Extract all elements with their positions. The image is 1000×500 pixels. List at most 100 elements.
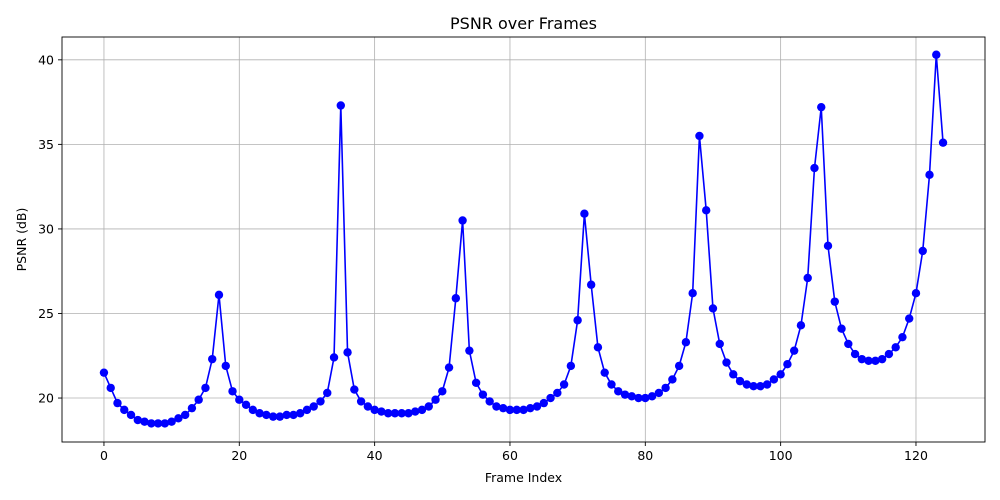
data-point <box>783 360 792 369</box>
data-point <box>620 390 630 399</box>
data-point <box>641 393 650 403</box>
data-point <box>370 405 379 415</box>
data-point <box>302 405 312 415</box>
data-point <box>289 410 298 420</box>
data-point <box>593 343 603 352</box>
data-point <box>810 163 819 173</box>
data-point <box>235 395 244 404</box>
y-tick-label: 20 <box>38 391 54 406</box>
data-point <box>532 402 542 411</box>
data-point <box>167 417 176 426</box>
data-point <box>932 50 941 59</box>
data-point <box>492 402 501 411</box>
x-tick-label: 0 <box>100 448 108 463</box>
data-point <box>830 297 839 306</box>
data-point <box>174 414 183 423</box>
data-point <box>262 410 271 420</box>
data-point <box>526 403 535 413</box>
data-point <box>708 304 718 313</box>
data-point <box>654 388 664 398</box>
data-point <box>356 397 366 406</box>
data-point <box>431 395 440 404</box>
data-point <box>837 324 846 333</box>
data-point <box>844 339 853 349</box>
chart-title: PSNR over Frames <box>450 14 597 33</box>
data-point <box>404 409 413 418</box>
y-tick-label: 40 <box>38 52 54 67</box>
data-point <box>512 405 521 415</box>
data-point <box>803 273 812 283</box>
data-point <box>485 397 494 406</box>
data-point <box>336 101 345 110</box>
data-point <box>715 339 724 349</box>
data-point <box>120 405 129 415</box>
grid <box>62 37 985 442</box>
data-point <box>817 102 826 112</box>
data-point <box>228 387 237 396</box>
data-point <box>580 209 589 218</box>
data-point <box>789 346 799 355</box>
data-point <box>478 390 488 399</box>
x-tick-label: 40 <box>367 448 383 463</box>
data-point <box>864 356 873 366</box>
y-tick-label: 30 <box>38 221 54 236</box>
data-point <box>505 405 515 415</box>
data-point <box>255 409 264 418</box>
data-point <box>214 290 224 300</box>
data-point <box>350 385 359 394</box>
data-point <box>911 288 921 298</box>
data-point <box>275 412 285 421</box>
data-point <box>241 400 251 409</box>
data-point <box>681 338 691 347</box>
data-point <box>553 388 562 398</box>
data-point <box>438 387 447 396</box>
data-point <box>519 405 528 415</box>
data-point <box>499 403 508 413</box>
x-axis-label: Frame Index <box>485 470 562 485</box>
data-point <box>194 395 203 404</box>
data-point <box>160 419 170 428</box>
data-point <box>221 361 230 371</box>
data-point <box>647 392 657 401</box>
data-point <box>891 343 900 352</box>
data-point <box>850 349 860 359</box>
data-point <box>390 409 400 418</box>
data-point <box>749 382 758 391</box>
data-point <box>573 316 582 325</box>
y-tick-label: 25 <box>38 306 54 321</box>
data-point <box>877 354 887 364</box>
data-point <box>857 354 867 364</box>
data-point <box>627 392 636 401</box>
x-tick-label: 120 <box>904 448 928 463</box>
data-point <box>458 216 467 225</box>
data-point <box>668 375 677 384</box>
data-point <box>140 417 149 426</box>
data-point <box>309 402 318 411</box>
data-point <box>201 383 210 393</box>
data-point <box>343 348 352 357</box>
data-point <box>377 407 386 416</box>
data-point <box>126 410 136 420</box>
data-point <box>316 397 325 406</box>
data-point <box>539 398 548 408</box>
data-point <box>559 380 569 389</box>
y-tick-label: 35 <box>38 137 54 152</box>
data-point <box>769 375 779 384</box>
data-point <box>99 368 109 377</box>
data-point <box>268 412 278 421</box>
x-tick-label: 100 <box>769 448 793 463</box>
data-point <box>133 415 142 425</box>
data-point <box>106 383 115 393</box>
data-point <box>722 358 731 367</box>
data-point <box>383 409 393 418</box>
data-point <box>742 380 752 389</box>
data-point <box>471 378 481 388</box>
data-point <box>871 356 880 366</box>
data-point <box>925 170 934 180</box>
data-point <box>187 403 197 413</box>
data-point <box>607 380 616 389</box>
data-point <box>417 405 427 415</box>
y-axis-ticks: 20 25 30 35 40 <box>38 52 62 406</box>
